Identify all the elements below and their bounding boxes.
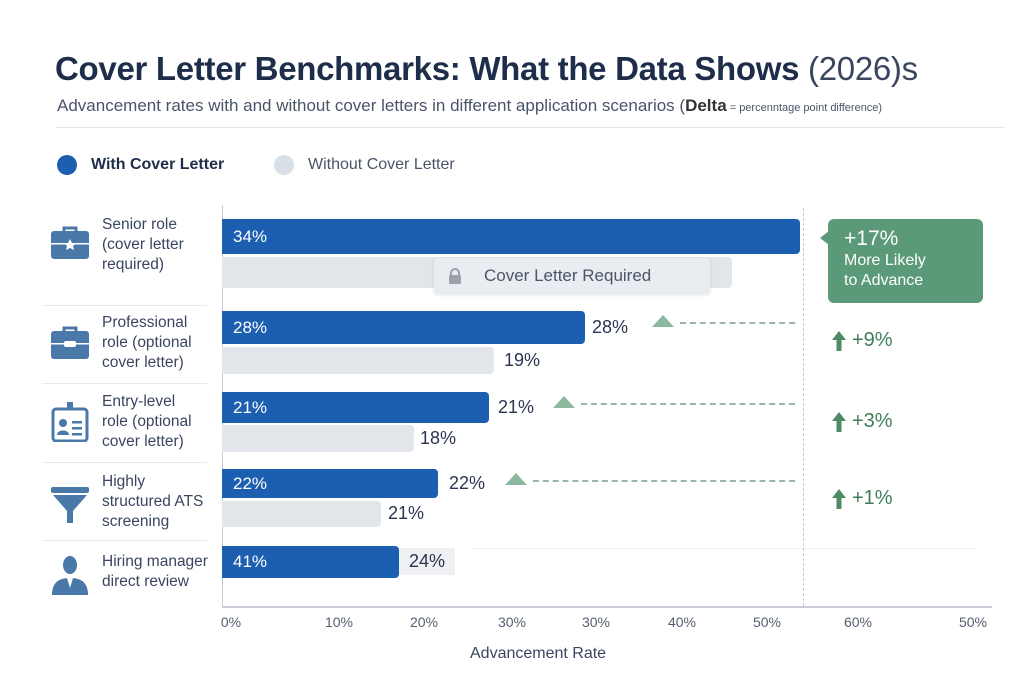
gridline bbox=[470, 548, 975, 549]
bar-with-cover-letter bbox=[222, 469, 438, 498]
category-label-line: Highly bbox=[102, 473, 146, 490]
funnel-icon bbox=[50, 485, 90, 525]
bar-without-cover-letter bbox=[222, 347, 494, 374]
chart-subtitle: Advancement rates with and without cover… bbox=[57, 96, 883, 115]
bar-without-value-label: 19% bbox=[504, 349, 541, 370]
briefcase-star-icon bbox=[50, 222, 90, 262]
bar-with-cover-letter bbox=[222, 311, 585, 344]
id-badge-icon bbox=[50, 402, 90, 443]
legend-swatch-with bbox=[57, 155, 77, 175]
arrow-up-icon bbox=[832, 411, 846, 432]
callout-value: +17% bbox=[844, 227, 899, 250]
legend-without: Without Cover Letter bbox=[274, 155, 455, 175]
person-icon bbox=[50, 555, 90, 595]
legend-with: With Cover Letter bbox=[57, 155, 224, 175]
category-label-line: Professional bbox=[102, 314, 188, 331]
bar-value-label: 22% bbox=[233, 473, 268, 493]
arrow-up-icon bbox=[832, 488, 846, 509]
category-label-line: cover letter) bbox=[102, 433, 184, 450]
category-label-line: screening bbox=[102, 513, 170, 530]
bar-with-cover-letter bbox=[222, 219, 800, 254]
delta-connector bbox=[533, 480, 795, 482]
delta-value: +9% bbox=[852, 329, 893, 351]
x-tick-label: 60% bbox=[843, 614, 873, 630]
category-label: Highly structured ATS screening bbox=[102, 472, 227, 532]
bar-without-value-label: 21% bbox=[388, 503, 425, 523]
callout-line1: More Likely bbox=[844, 252, 926, 269]
category-label: Professional role (optional cover letter) bbox=[102, 313, 227, 373]
callout-line2: to Advance bbox=[844, 272, 924, 289]
category-label: Hiring manager direct review bbox=[102, 552, 227, 592]
reference-line bbox=[803, 208, 804, 606]
triangle-marker bbox=[553, 396, 575, 408]
arrow-up-icon bbox=[832, 330, 846, 351]
chart-title: Cover Letter Benchmarks: What the Data S… bbox=[55, 50, 918, 87]
category-label-line: role (optional bbox=[102, 413, 192, 430]
bar-outside-label: 28% bbox=[592, 316, 629, 337]
row-divider bbox=[42, 383, 207, 384]
x-axis-line bbox=[222, 606, 992, 608]
category-label-line: cover letter) bbox=[102, 354, 184, 371]
lock-icon bbox=[449, 268, 461, 284]
delta-value: +3% bbox=[852, 410, 893, 432]
bar-without-cover-letter bbox=[222, 425, 414, 452]
x-tick-label: 30% bbox=[497, 614, 527, 630]
category-label-line: (cover letter bbox=[102, 236, 184, 253]
x-tick-label: 20% bbox=[409, 614, 439, 630]
legend-swatch-without bbox=[274, 155, 294, 175]
bar-outside-label: 22% bbox=[449, 472, 486, 493]
category-label-line: Entry-level bbox=[102, 393, 176, 410]
category-label-line: required) bbox=[102, 256, 165, 273]
badge-text: Cover Letter Required bbox=[484, 266, 652, 285]
row-divider bbox=[42, 540, 207, 541]
delta-label: +9% bbox=[832, 329, 893, 352]
bar-without-value-label: 24% bbox=[399, 548, 456, 575]
briefcase-icon bbox=[50, 322, 90, 362]
category-label: Senior role (cover letter required) bbox=[102, 215, 227, 275]
delta-connector bbox=[581, 403, 795, 405]
bar-value-label: 34% bbox=[233, 226, 268, 246]
category-label: Entry-level role (optional cover letter) bbox=[102, 392, 227, 452]
x-tick-label: 30% bbox=[581, 614, 611, 630]
divider bbox=[55, 127, 1005, 128]
bar-value-label: 28% bbox=[233, 317, 268, 337]
bar-with-cover-letter bbox=[222, 546, 399, 578]
delta-label: +1% bbox=[832, 487, 893, 510]
bar-with-cover-letter bbox=[222, 392, 489, 423]
row-divider bbox=[42, 462, 207, 463]
cover-letter-required-badge: Cover Letter Required bbox=[434, 258, 710, 294]
delta-connector bbox=[680, 322, 795, 324]
category-label-line: Hiring manager bbox=[102, 553, 208, 570]
x-axis-title: Advancement Rate bbox=[470, 645, 607, 662]
row-divider bbox=[42, 305, 207, 306]
triangle-marker bbox=[652, 315, 674, 327]
category-label-line: Senior role bbox=[102, 216, 177, 233]
bar-without-cover-letter bbox=[222, 501, 381, 527]
x-tick-label: 10% bbox=[324, 614, 354, 630]
triangle-marker bbox=[505, 473, 527, 485]
x-tick-label: 50% bbox=[752, 614, 782, 630]
delta-value: +1% bbox=[852, 487, 893, 509]
x-tick-label: 40% bbox=[667, 614, 697, 630]
x-tick-label: 0% bbox=[220, 614, 242, 630]
bar-value-label: 21% bbox=[233, 397, 268, 417]
category-label-line: role (optional bbox=[102, 334, 192, 351]
x-tick-label: 50% bbox=[958, 614, 988, 630]
bar-outside-label: 21% bbox=[498, 396, 535, 417]
bar-value-label: 41% bbox=[233, 552, 268, 571]
category-label-line: structured ATS bbox=[102, 493, 204, 510]
category-label-line: direct review bbox=[102, 573, 189, 590]
delta-label: +3% bbox=[832, 410, 893, 433]
delta-callout: +17% More Likely to Advance bbox=[820, 219, 983, 303]
bar-without-value-label: 18% bbox=[420, 427, 457, 448]
